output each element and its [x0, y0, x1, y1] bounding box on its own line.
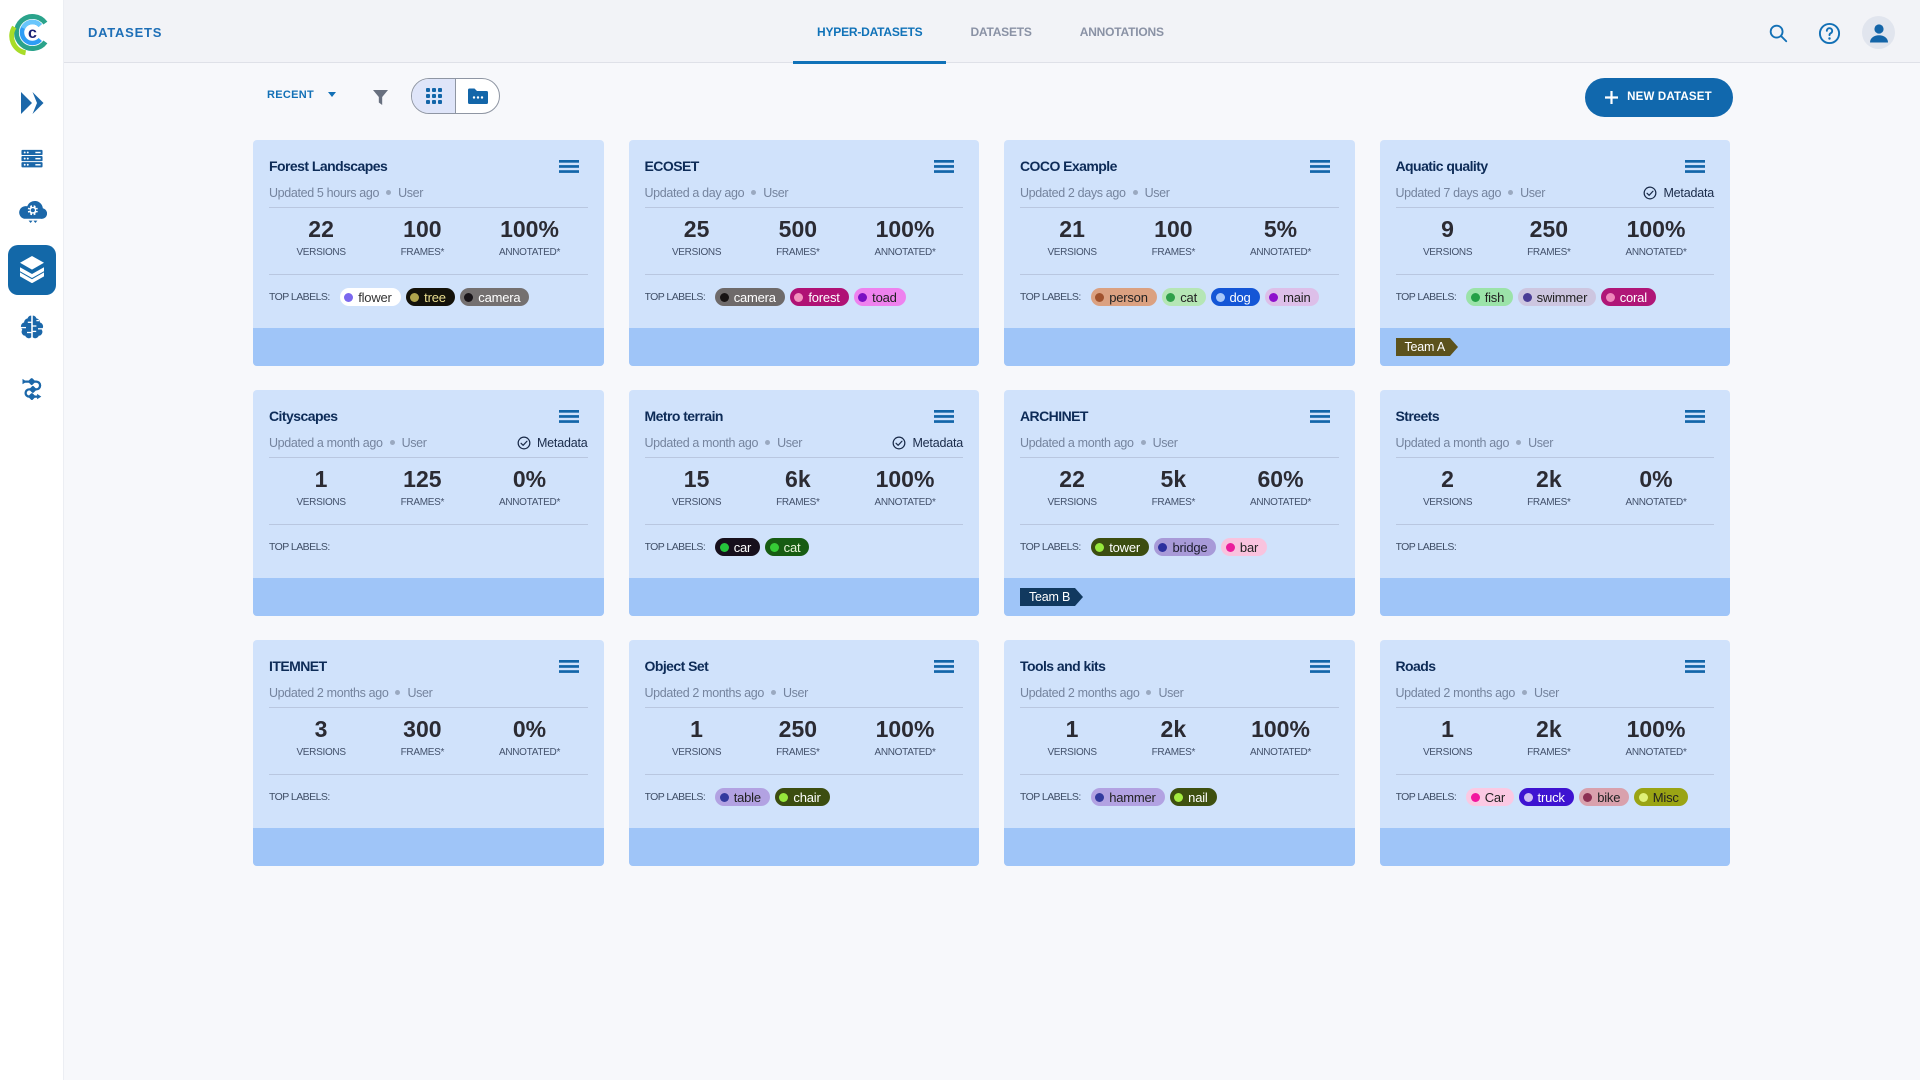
svg-text:c: c [28, 25, 37, 42]
